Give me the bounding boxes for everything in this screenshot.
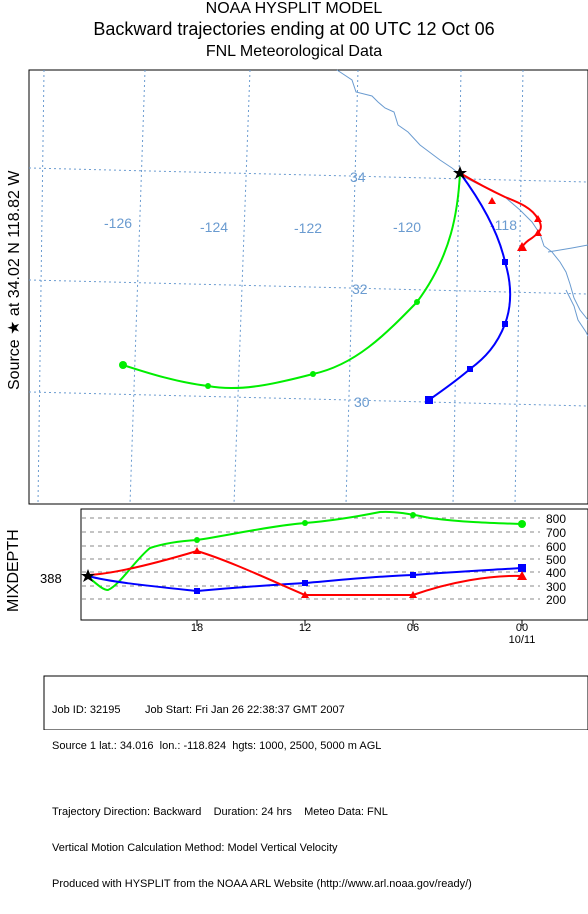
source-info: Source 1 lat.: 34.016 lon.: -118.824 hgt… xyxy=(52,740,382,752)
produced-by-info: Produced with HYSPLIT from the NOAA ARL … xyxy=(52,878,472,890)
trajectory-5000m-height-path xyxy=(87,510,523,592)
trajectory-5000m-path xyxy=(122,172,461,390)
job-id: Job ID: 32195 xyxy=(52,704,121,716)
footer-frame xyxy=(43,675,588,730)
latitude-label-32: 32 xyxy=(352,281,368,297)
longitude-label-122: -122 xyxy=(294,220,322,236)
trajectory-2500m-point xyxy=(502,259,508,265)
longitude-line-118 xyxy=(514,69,524,505)
trajectory-2500m-height-endpoint xyxy=(518,564,526,572)
longitude-line-120 xyxy=(452,69,462,505)
time-axis xyxy=(196,620,523,626)
trajectory-5000m-height-point xyxy=(194,537,200,543)
trajectory-2500m-height-point xyxy=(410,572,416,578)
source-star-height-icon xyxy=(81,569,95,582)
job-line: Job ID: 32195 Job Start: Fri Jan 26 22:3… xyxy=(52,704,472,716)
trajectory-5000m-point xyxy=(205,383,211,389)
direction-info: Trajectory Direction: Backward Duration:… xyxy=(52,806,388,818)
source-location-label: Source ★ at 34.02 N 118.82 W xyxy=(6,170,23,390)
height-tick-label: 200 xyxy=(546,593,566,607)
longitude-line-124 xyxy=(233,69,251,505)
trajectory-1000m-point xyxy=(534,215,542,222)
latitude-line-30 xyxy=(28,391,588,407)
trajectory-title: Backward trajectories ending at 00 UTC 1… xyxy=(93,19,495,39)
mixdepth-frame xyxy=(80,508,588,621)
map-grid xyxy=(28,69,588,505)
job-start: Job Start: Fri Jan 26 22:38:37 GMT 2007 xyxy=(144,704,345,716)
vertical-motion-info: Vertical Motion Calculation Method: Mode… xyxy=(52,842,338,854)
latitude-line-34 xyxy=(28,167,588,183)
trajectory-1000m-height-point xyxy=(409,591,417,598)
trajectory-1000m-height-point xyxy=(301,591,309,598)
height-tick-label: 400 xyxy=(546,566,566,580)
trajectory-2500m-height-point xyxy=(194,588,200,594)
trajectory-2500m-point xyxy=(467,366,473,372)
longitude-label-124: -124 xyxy=(200,219,228,235)
longitude-label-120: -120 xyxy=(393,219,421,235)
trajectory-2500m-point xyxy=(502,321,508,327)
trajectory-1000m-endpoint xyxy=(517,242,527,251)
trajectory-2500m-height-path xyxy=(87,567,523,593)
trajectory-1000m-path xyxy=(459,172,542,248)
longitude-line-128 xyxy=(37,69,45,505)
height-tick-label: 500 xyxy=(546,553,566,567)
mixdepth-axis-label: MIXDEPTH xyxy=(5,529,22,612)
figure-svg: -126 -124 -122 -120 -118 34 32 30 Source… xyxy=(5,69,588,730)
trajectory-blue-height xyxy=(87,564,526,594)
trajectory-2500m-endpoint xyxy=(425,396,433,404)
trajectory-1000m-height-point xyxy=(193,547,201,554)
trajectory-2500m-height-point xyxy=(302,580,308,586)
latitude-label-30: 30 xyxy=(354,394,370,410)
trajectory-green-height xyxy=(87,510,526,592)
trajectory-5000m-height-point xyxy=(302,520,308,526)
time-tick-label: 00 xyxy=(516,622,528,634)
longitude-line-126 xyxy=(129,69,146,505)
trajectory-red-map xyxy=(459,172,542,251)
height-tick-label: 300 xyxy=(546,580,566,594)
longitude-line-122 xyxy=(345,69,359,505)
hysplit-figure: NOAA HYSPLIT MODEL Backward trajectories… xyxy=(5,0,588,890)
height-tick-label: 600 xyxy=(546,540,566,554)
height-tick-label: 700 xyxy=(546,526,566,540)
map-frame xyxy=(28,69,588,505)
trajectory-5000m-endpoint xyxy=(119,361,127,369)
coastline-main xyxy=(336,69,588,321)
trajectory-5000m-point xyxy=(414,299,420,305)
meteo-data-title: FNL Meteorological Data xyxy=(205,43,383,60)
time-tick-label: 18 xyxy=(191,622,203,634)
trajectory-green-map xyxy=(119,172,461,390)
height-tick-label: 800 xyxy=(546,512,566,526)
longitude-label-126: -126 xyxy=(104,215,132,231)
latitude-label-34: 34 xyxy=(350,169,366,185)
coastline-inland xyxy=(547,244,588,253)
trajectory-5000m-point xyxy=(310,371,316,377)
coastline-lower xyxy=(565,289,588,337)
source-mixdepth-value: 388 xyxy=(40,571,62,586)
trajectory-2500m-path xyxy=(428,172,512,401)
longitude-label-118: -118 xyxy=(490,217,517,233)
trajectory-5000m-height-point xyxy=(410,512,416,518)
date-label: 10/11 xyxy=(509,634,536,646)
trajectory-blue-map xyxy=(425,172,512,404)
latitude-line-32 xyxy=(28,279,588,295)
trajectory-1000m-point xyxy=(534,229,542,236)
model-title: NOAA HYSPLIT MODEL xyxy=(205,0,383,17)
coastline xyxy=(336,69,588,337)
trajectory-1000m-point xyxy=(488,197,496,204)
time-tick-label: 12 xyxy=(299,622,311,634)
run-info: Job ID: 32195 Job Start: Fri Jan 26 22:3… xyxy=(52,680,472,914)
trajectory-5000m-height-endpoint xyxy=(518,520,526,528)
trajectory-red-height xyxy=(87,547,527,598)
time-tick-label: 06 xyxy=(407,622,419,634)
trajectory-1000m-height-path xyxy=(87,549,523,596)
trajectory-1000m-height-endpoint xyxy=(517,571,527,580)
source-star-icon xyxy=(453,166,467,179)
